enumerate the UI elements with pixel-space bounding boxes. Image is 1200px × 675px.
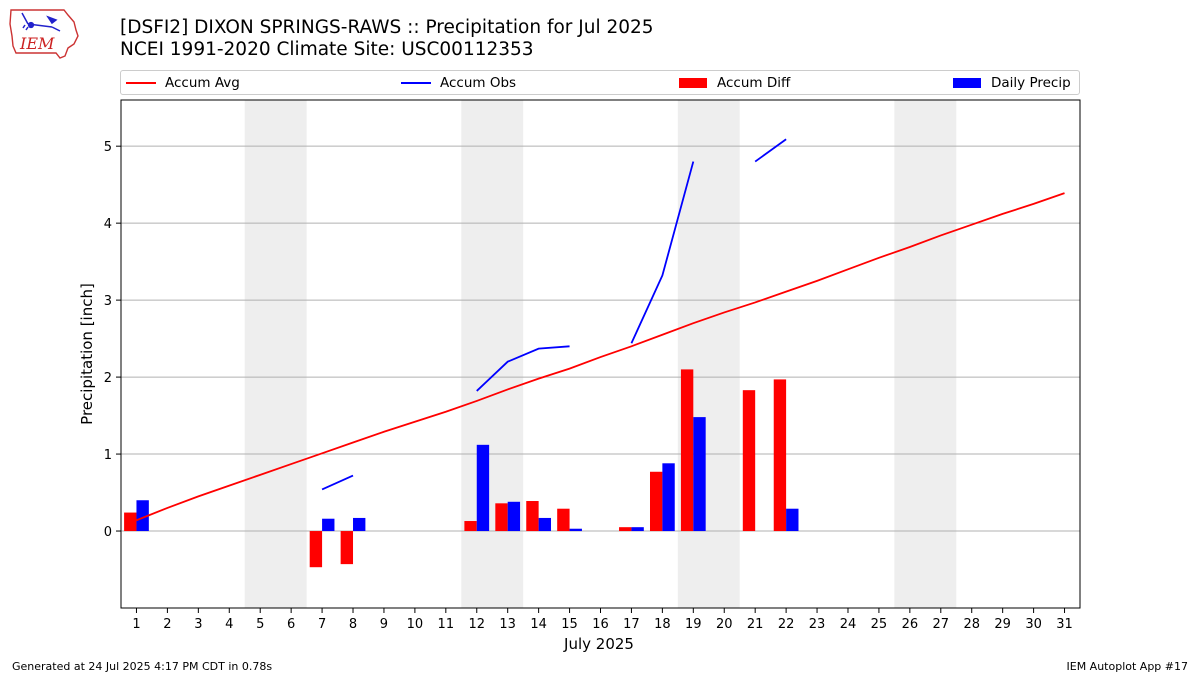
legend-item-accum-avg: Accum Avg	[126, 71, 240, 94]
daily-precip-bar	[322, 518, 335, 532]
chart-title: [DSFI2] DIXON SPRINGS-RAWS :: Precipitat…	[120, 17, 654, 38]
x-axis-label: July 2025	[563, 635, 634, 653]
legend-swatch-accum-avg	[126, 81, 156, 84]
accum-obs-line	[630, 161, 695, 344]
weekend-shade	[894, 100, 957, 608]
legend-swatch-accum-obs	[401, 81, 431, 84]
x-tick-label: 23	[809, 617, 826, 632]
weekend-shade	[244, 100, 307, 608]
accum-diff-bar	[495, 503, 508, 532]
footer-app: IEM Autoplot App #17	[1066, 660, 1189, 673]
legend-item-accum-obs: Accum Obs	[401, 71, 516, 94]
chart-subtitle: NCEI 1991-2020 Climate Site: USC00112353	[120, 39, 534, 60]
accum-diff-bar	[309, 531, 323, 568]
x-tick-label: 3	[194, 617, 202, 632]
accum-diff-bar	[619, 527, 632, 532]
y-tick-label: 0	[104, 525, 112, 540]
x-tick-label: 29	[994, 617, 1011, 632]
x-tick-label: 21	[747, 617, 764, 632]
daily-precip-bar	[353, 517, 366, 532]
daily-precip-bar	[136, 500, 149, 532]
x-tick-label: 10	[407, 617, 424, 632]
legend-item-daily-precip: Daily Precip	[953, 71, 1071, 94]
legend-swatch-daily-precip	[953, 77, 981, 88]
accum-diff-bar	[773, 379, 787, 532]
accum-diff-bar	[464, 521, 477, 532]
accum-diff-bar	[680, 369, 694, 532]
weather-station-icon	[21, 12, 61, 32]
x-tick-label: 24	[840, 617, 857, 632]
legend-item-accum-diff: Accum Diff	[679, 71, 790, 94]
logo-text: IEM	[19, 34, 55, 53]
legend-label-accum-avg: Accum Avg	[165, 74, 240, 91]
y-axis-label: Precipitation [inch]	[78, 283, 96, 425]
accum-diff-bar	[649, 471, 663, 532]
accum-diff-bar	[557, 508, 570, 532]
legend-label-daily-precip: Daily Precip	[991, 74, 1071, 91]
legend: Accum Avg Accum Obs Accum Diff Daily Pre…	[120, 70, 1080, 95]
y-tick-label: 5	[104, 140, 112, 155]
x-tick-label: 16	[592, 617, 609, 632]
y-tick-label: 4	[104, 217, 112, 232]
y-tick-label: 1	[104, 448, 112, 463]
iem-logo: IEM	[9, 9, 79, 59]
x-tick-label: 5	[256, 617, 264, 632]
x-tick-label: 26	[902, 617, 919, 632]
accum-diff-bar	[124, 512, 137, 532]
accum-diff-bar	[526, 501, 539, 532]
accum-obs-line	[754, 138, 787, 163]
x-tick-label: 18	[654, 617, 671, 632]
x-tick-label: 4	[225, 617, 233, 632]
y-tick-label: 3	[104, 294, 112, 309]
accum-obs-line	[476, 345, 570, 392]
daily-precip-bar	[569, 528, 582, 532]
accum-avg-line	[136, 192, 1065, 522]
x-tick-label: 8	[349, 617, 357, 632]
x-tick-label: 13	[499, 617, 516, 632]
x-tick-label: 2	[163, 617, 171, 632]
x-tick-label: 31	[1056, 617, 1073, 632]
accum-obs-line	[321, 474, 354, 491]
x-tick-label: 17	[623, 617, 640, 632]
accum-diff-bar	[742, 390, 756, 532]
x-tick-label: 25	[871, 617, 888, 632]
weekend-shade	[677, 100, 740, 608]
x-tick-label: 1	[132, 617, 140, 632]
daily-precip-bar	[507, 501, 521, 532]
x-tick-label: 22	[778, 617, 795, 632]
accum-diff-bar	[340, 531, 354, 565]
x-tick-label: 12	[468, 617, 485, 632]
daily-precip-bar	[476, 444, 490, 532]
x-tick-label: 27	[933, 617, 950, 632]
x-tick-label: 28	[963, 617, 980, 632]
daily-precip-bar	[693, 417, 706, 532]
x-tick-label: 14	[530, 617, 547, 632]
x-tick-label: 11	[438, 617, 455, 632]
legend-label-accum-diff: Accum Diff	[717, 74, 791, 91]
daily-precip-bar	[786, 508, 799, 532]
daily-precip-bar	[538, 517, 552, 532]
x-tick-label: 6	[287, 617, 295, 632]
x-tick-label: 9	[380, 617, 388, 632]
legend-label-accum-obs: Accum Obs	[440, 74, 517, 91]
x-tick-label: 20	[716, 617, 733, 632]
x-tick-label: 15	[561, 617, 578, 632]
x-tick-label: 19	[685, 617, 702, 632]
footer-generated: Generated at 24 Jul 2025 4:17 PM CDT in …	[12, 660, 273, 673]
y-tick-label: 2	[104, 371, 112, 386]
daily-precip-bar	[662, 463, 675, 532]
weekend-shade	[461, 100, 524, 608]
daily-precip-bar	[631, 527, 644, 532]
x-tick-label: 30	[1025, 617, 1042, 632]
legend-swatch-accum-diff	[679, 77, 707, 88]
x-tick-label: 7	[318, 617, 326, 632]
